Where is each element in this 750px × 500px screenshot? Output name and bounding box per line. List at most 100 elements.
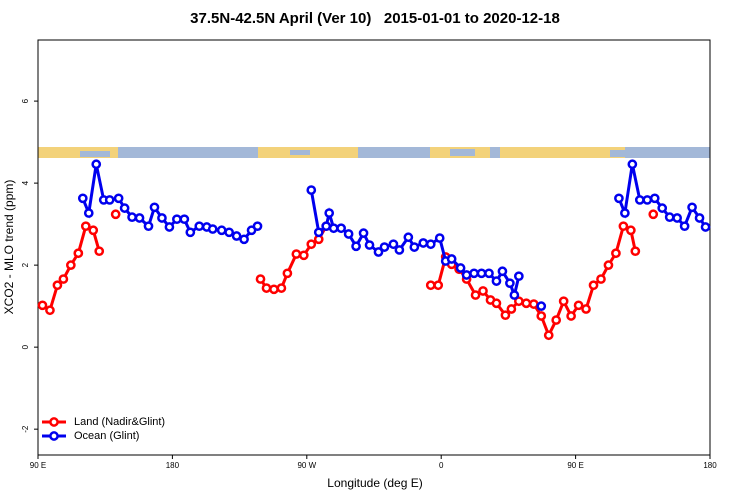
point bbox=[679, 221, 690, 232]
point bbox=[255, 274, 266, 284]
point bbox=[455, 263, 466, 273]
y-tick-label: 0 bbox=[21, 344, 30, 349]
point bbox=[630, 246, 641, 257]
point bbox=[497, 266, 508, 277]
point bbox=[470, 290, 481, 300]
point bbox=[261, 283, 272, 293]
point bbox=[252, 221, 263, 232]
point bbox=[505, 278, 515, 289]
point bbox=[425, 239, 436, 250]
point bbox=[172, 214, 182, 225]
point bbox=[321, 221, 332, 232]
point bbox=[185, 227, 196, 238]
point bbox=[611, 248, 621, 259]
point bbox=[626, 225, 636, 236]
point bbox=[536, 311, 547, 321]
series-line bbox=[81, 163, 707, 301]
point bbox=[73, 248, 84, 259]
legend-marker bbox=[49, 431, 59, 441]
point bbox=[194, 221, 205, 232]
x-tick-label: 90 E bbox=[567, 461, 583, 470]
point bbox=[543, 330, 554, 341]
point bbox=[603, 260, 614, 270]
point bbox=[66, 260, 76, 270]
point bbox=[143, 221, 154, 232]
point bbox=[642, 195, 653, 205]
point bbox=[694, 213, 705, 223]
x-tick-label: 90 E bbox=[30, 461, 46, 470]
point bbox=[425, 280, 436, 291]
legend-label: Land (Nadir&Glint) bbox=[74, 416, 165, 428]
point bbox=[506, 304, 517, 314]
point bbox=[521, 298, 532, 309]
y-axis-label: XCO2 - MLO trend (ppm) bbox=[2, 180, 16, 315]
point bbox=[461, 270, 472, 280]
point bbox=[394, 245, 405, 255]
point bbox=[91, 159, 102, 170]
point bbox=[379, 242, 390, 252]
point bbox=[358, 228, 369, 238]
point bbox=[618, 221, 629, 232]
point bbox=[45, 305, 55, 316]
point bbox=[664, 212, 675, 223]
point bbox=[336, 223, 346, 234]
chart-title: 37.5N-42.5N April (Ver 10) 2015-01-01 to… bbox=[190, 10, 560, 27]
point bbox=[484, 268, 494, 279]
point bbox=[581, 304, 591, 314]
x-tick-label: 180 bbox=[703, 461, 717, 470]
point bbox=[478, 286, 488, 296]
point bbox=[509, 290, 520, 300]
point bbox=[313, 227, 324, 238]
point bbox=[216, 225, 227, 236]
point bbox=[551, 315, 562, 325]
point bbox=[388, 239, 399, 250]
legend-marker bbox=[49, 417, 59, 427]
point bbox=[110, 209, 121, 220]
point bbox=[364, 240, 375, 250]
point bbox=[434, 233, 445, 243]
point bbox=[80, 221, 91, 232]
point bbox=[231, 231, 242, 241]
point bbox=[649, 193, 660, 204]
point bbox=[409, 242, 420, 252]
x-tick-label: 90 W bbox=[297, 461, 316, 470]
x-axis-label: Longitude (deg E) bbox=[327, 476, 422, 490]
point bbox=[558, 296, 569, 307]
point bbox=[573, 300, 584, 311]
point bbox=[566, 311, 576, 321]
point bbox=[620, 208, 630, 218]
point bbox=[94, 246, 105, 257]
point bbox=[291, 249, 302, 259]
point bbox=[224, 227, 234, 238]
point bbox=[119, 203, 130, 213]
point bbox=[596, 274, 606, 284]
point bbox=[433, 280, 444, 291]
point bbox=[614, 193, 624, 204]
point bbox=[157, 213, 167, 223]
point bbox=[207, 224, 218, 234]
point bbox=[164, 222, 175, 232]
point bbox=[528, 299, 539, 309]
point bbox=[179, 214, 190, 225]
y-tick-label: 2 bbox=[21, 262, 30, 267]
point bbox=[324, 208, 335, 218]
point bbox=[88, 225, 99, 236]
y-tick-label: 4 bbox=[21, 180, 30, 185]
point bbox=[149, 202, 160, 213]
map-strip bbox=[38, 147, 710, 158]
point bbox=[306, 185, 317, 195]
point bbox=[634, 195, 645, 205]
legend-label: Ocean (Glint) bbox=[74, 430, 139, 442]
point bbox=[476, 268, 487, 279]
x-tick-label: 180 bbox=[166, 461, 180, 470]
point bbox=[536, 301, 547, 311]
plot-frame bbox=[37, 39, 711, 456]
point bbox=[77, 193, 88, 204]
point bbox=[298, 250, 309, 261]
point bbox=[134, 213, 145, 223]
point bbox=[446, 254, 457, 264]
point bbox=[418, 238, 429, 248]
point bbox=[588, 280, 599, 291]
point bbox=[672, 213, 682, 223]
